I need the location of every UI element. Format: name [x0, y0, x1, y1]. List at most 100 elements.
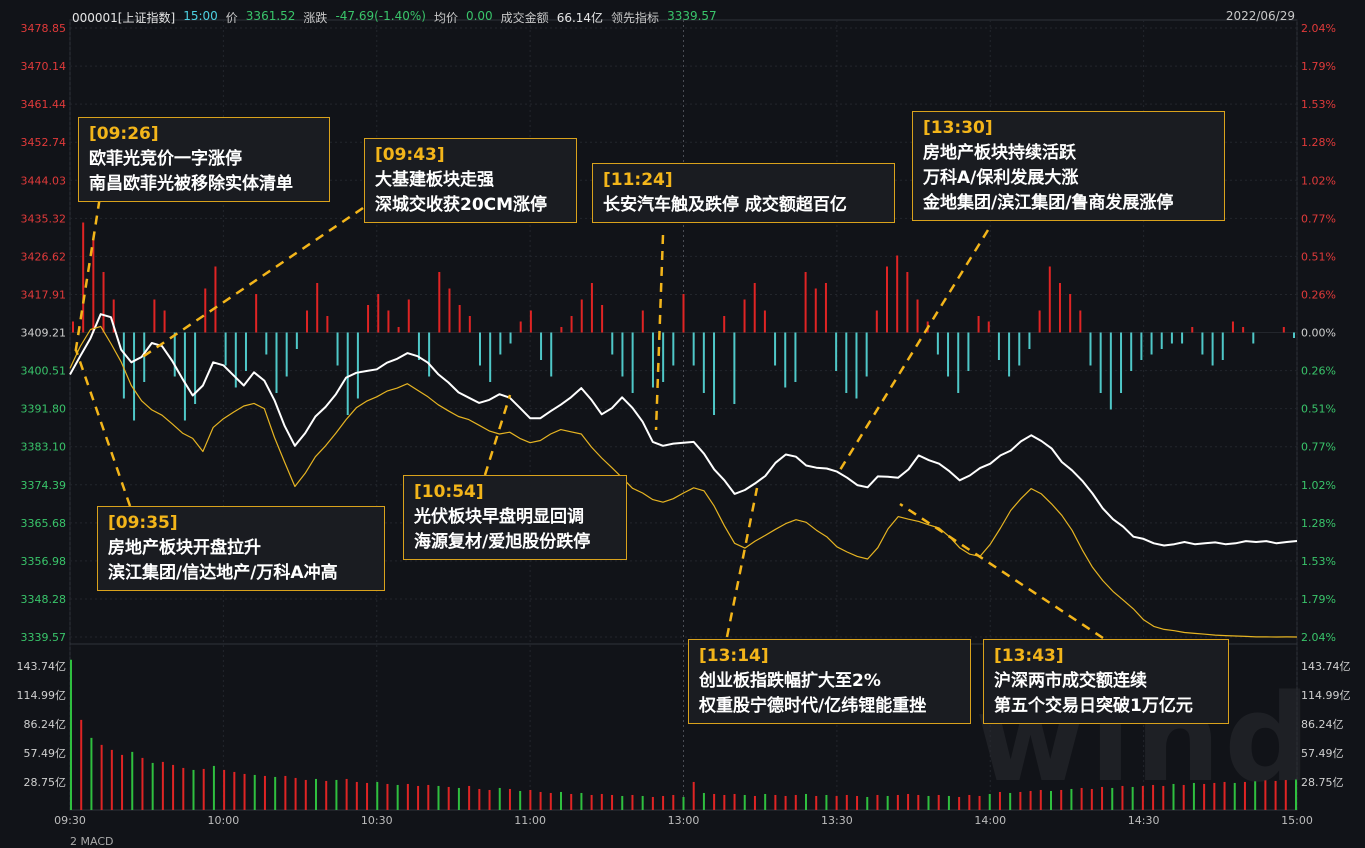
y-tick-label-right: 0.26%: [1301, 365, 1336, 378]
quote-time: 15:00: [183, 9, 218, 23]
index-price-line: [69, 313, 1298, 547]
annotation-line: 欧菲光竞价一字涨停: [89, 149, 242, 169]
annotation-line: 海源复材/爱旭股份跌停: [414, 532, 591, 552]
annotation-line: 长安汽车触及跌停 成交额超百亿: [603, 195, 847, 215]
volume-tick-label: 57.49亿: [24, 747, 67, 760]
annotation-connector: [725, 487, 759, 638]
x-tick-label: 10:30: [361, 814, 393, 827]
y-tick-label: 3383.10: [21, 441, 67, 454]
x-tick-label: 14:30: [1128, 814, 1160, 827]
annotation-line: 大基建板块走强: [375, 170, 494, 190]
annotation-0943: [09:43] 大基建板块走强 深城交收获20CM涨停: [364, 138, 577, 223]
chart-axes: 3478.85 2.04% 3470.14 1.79% 3461.44 1.53% 3452…: [17, 22, 1351, 827]
indicator-tab[interactable]: 2 MACD: [70, 835, 114, 848]
volume-tick-label-right: 143.74亿: [1301, 660, 1351, 673]
annotation-connector: [137, 206, 364, 362]
annotation-line: 万科A/保利发展大涨: [923, 168, 1079, 188]
y-tick-label-right: 0.77%: [1301, 212, 1336, 225]
lead-label: 领先指标: [611, 11, 660, 25]
lead-value: 3339.57: [667, 9, 717, 23]
annotation-1124: [11:24] 长安汽车触及跌停 成交额超百亿: [592, 163, 895, 223]
y-tick-label: 3470.14: [21, 60, 67, 73]
annotation-connectors: [73, 183, 1104, 640]
annotation-1330: [13:30] 房地产板块持续活跃 万科A/保利发展大涨 金地集团/滨江集团/鲁…: [912, 111, 1225, 221]
y-tick-label-right: 0.26%: [1301, 288, 1336, 301]
annotation-line: 创业板指跌幅扩大至2%: [699, 671, 881, 691]
y-tick-label: 3348.28: [21, 593, 67, 606]
y-tick-label: 3417.91: [21, 288, 67, 301]
x-tick-label: 13:00: [668, 814, 700, 827]
y-tick-label-right: 0.51%: [1301, 250, 1336, 263]
x-tick-label: 09:30: [54, 814, 86, 827]
y-tick-label-right: 0.00%: [1301, 327, 1336, 340]
annotation-line: 深城交收获20CM涨停: [375, 195, 548, 215]
change-value: -47.69(-1.40%): [335, 9, 426, 23]
volume-tick-label-right: 28.75亿: [1301, 776, 1344, 789]
x-tick-label: 11:00: [514, 814, 546, 827]
annotation-line: 金地集团/滨江集团/鲁商发展涨停: [923, 193, 1174, 213]
annotation-0935: [09:35] 房地产板块开盘拉升 滨江集团/信达地产/万科A冲高: [97, 506, 385, 591]
y-tick-label: 3339.57: [21, 631, 67, 644]
y-tick-label: 3400.51: [21, 365, 67, 378]
y-tick-label: 3478.85: [21, 22, 67, 35]
y-tick-label-right: 1.28%: [1301, 517, 1336, 530]
y-tick-label-right: 1.53%: [1301, 98, 1336, 111]
x-tick-label: 15:00: [1281, 814, 1313, 827]
x-tick-label: 13:30: [821, 814, 853, 827]
volume-tick-label: 114.99亿: [17, 689, 67, 702]
price-value: 3361.52: [245, 9, 296, 23]
turnover-label: 成交金额: [500, 11, 549, 25]
price-label: 价: [225, 11, 238, 25]
avg-value: 0.00: [465, 9, 493, 23]
y-tick-label: 3356.98: [21, 555, 67, 568]
y-tick-label: 3426.62: [21, 250, 67, 263]
turnover-value: 66.14亿: [556, 11, 604, 25]
quote-date: 2022/06/29: [1225, 9, 1295, 23]
change-label: 涨跌: [303, 11, 328, 25]
price-lines: [69, 313, 1298, 638]
y-tick-label: 3391.80: [21, 403, 67, 416]
y-tick-label-right: 1.28%: [1301, 136, 1336, 149]
annotation-line: 光伏板块早盘明显回调: [414, 507, 584, 527]
volume-bars: [70, 659, 1297, 810]
annotation-connector: [73, 183, 104, 356]
annotation-time: [09:26]: [89, 124, 159, 144]
annotation-line: 滨江集团/信达地产/万科A冲高: [108, 563, 338, 583]
y-tick-label-right: 0.77%: [1301, 441, 1336, 454]
y-tick-label-right: 1.02%: [1301, 479, 1336, 492]
annotation-time: [10:54]: [414, 482, 484, 502]
y-tick-label: 3435.32: [21, 212, 67, 225]
annotation-time: [13:14]: [699, 646, 769, 666]
volume-tick-label-right: 86.24亿: [1301, 718, 1344, 731]
annotation-connector: [74, 349, 132, 507]
y-tick-label: 3374.39: [21, 479, 67, 492]
volume-tick-label-right: 114.99亿: [1301, 689, 1351, 702]
x-tick-label: 14:00: [974, 814, 1006, 827]
y-tick-label-right: 2.04%: [1301, 631, 1336, 644]
annotation-time: [11:24]: [603, 170, 673, 190]
y-tick-label-right: 1.79%: [1301, 593, 1336, 606]
y-tick-label-right: 1.02%: [1301, 174, 1336, 187]
annotation-line: 权重股宁德时代/亿纬锂能重挫: [699, 696, 927, 716]
y-tick-label-right: 2.04%: [1301, 22, 1336, 35]
y-tick-label-right: 1.53%: [1301, 555, 1336, 568]
y-tick-label-right: 0.51%: [1301, 403, 1336, 416]
y-tick-label: 3409.21: [21, 327, 67, 340]
annotation-line: 房地产板块开盘拉升: [108, 538, 261, 558]
y-tick-label: 3444.03: [21, 174, 67, 187]
y-tick-label: 3365.68: [21, 517, 67, 530]
x-tick-label: 10:00: [208, 814, 240, 827]
annotation-line: 南昌欧菲光被移除实体清单: [89, 174, 293, 194]
annotation-1054: [10:54] 光伏板块早盘明显回调 海源复材/爱旭股份跌停: [403, 475, 627, 560]
annotation-time: [13:30]: [923, 118, 993, 138]
annotation-1314: [13:14] 创业板指跌幅扩大至2% 权重股宁德时代/亿纬锂能重挫: [688, 639, 971, 724]
annotation-time: [09:43]: [375, 145, 445, 165]
annotation-0926: [09:26] 欧菲光竞价一字涨停 南昌欧菲光被移除实体清单: [78, 117, 330, 202]
y-tick-label: 3461.44: [21, 98, 67, 111]
annotation-line: 第五个交易日突破1万亿元: [994, 696, 1193, 716]
annotation-time: [09:35]: [108, 513, 178, 533]
volume-tick-label: 143.74亿: [17, 660, 67, 673]
annotation-time: [13:43]: [994, 646, 1064, 666]
annotation-connector: [654, 234, 665, 431]
